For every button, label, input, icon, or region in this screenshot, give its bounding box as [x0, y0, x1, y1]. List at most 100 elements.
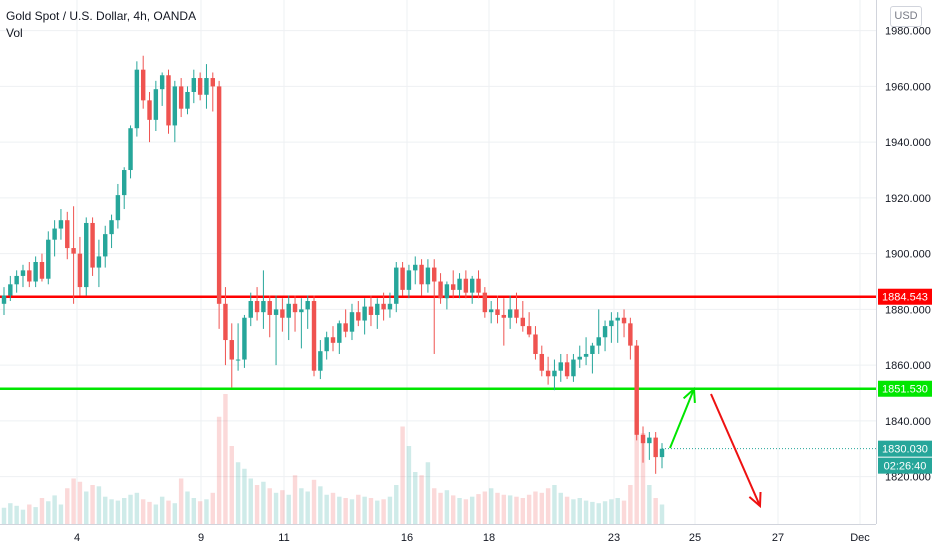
candle [482, 287, 488, 318]
candle-body [248, 301, 253, 318]
candle [121, 167, 127, 210]
volume-bar [634, 413, 639, 524]
candle-body [311, 301, 317, 371]
candle [507, 295, 513, 329]
candle [571, 353, 576, 382]
volume-bar [58, 504, 64, 524]
candle [235, 323, 241, 371]
price-axis[interactable]: 1820.000 1840.000 1860.000 1880.000 1900.000… [876, 0, 932, 550]
candle [58, 209, 64, 240]
candle [248, 292, 253, 327]
down-arrow[interactable] [710, 393, 762, 509]
candle [438, 273, 443, 304]
candle [216, 80, 222, 329]
candle-body [476, 278, 481, 293]
currency-button[interactable]: USD [890, 6, 922, 27]
volume-bar [147, 501, 152, 524]
candle-body [103, 234, 108, 257]
volume-bar [482, 491, 488, 524]
candle-body [647, 437, 652, 444]
volume-bar [501, 494, 507, 524]
volume-bar [469, 496, 475, 524]
volume-bar [204, 499, 209, 524]
volume-bar [128, 494, 133, 524]
candle [159, 72, 165, 106]
arrow-head [748, 491, 762, 509]
candle [229, 323, 234, 388]
y-tick-label: 1860.000 [885, 360, 931, 372]
volume-bar [292, 475, 298, 524]
candle [280, 298, 285, 332]
candle-body [235, 359, 241, 361]
candle-body [482, 292, 488, 313]
candle-body [216, 86, 222, 304]
candle-body [58, 220, 64, 229]
candle-body [147, 100, 152, 120]
candle-body [8, 284, 13, 296]
candle-body [286, 303, 291, 318]
arrow-head [682, 386, 696, 404]
volume-bar [659, 504, 665, 524]
volume-bar [413, 472, 418, 524]
candle [292, 295, 298, 332]
candle [356, 301, 361, 327]
volume-bar [172, 503, 178, 524]
candle [577, 345, 582, 368]
volume-bar [362, 496, 367, 524]
volume-bar [463, 499, 469, 524]
candle-body [653, 437, 658, 458]
volume-bar [488, 488, 494, 524]
candle [33, 256, 38, 288]
volume-bar [628, 485, 633, 524]
candle [254, 287, 260, 321]
candle-body [261, 301, 266, 313]
candle [242, 314, 247, 368]
candle [564, 353, 570, 380]
candle [71, 206, 76, 304]
candle-body [444, 284, 450, 299]
volume-bar [330, 492, 336, 524]
candle-body [128, 128, 133, 171]
candle [653, 432, 658, 474]
candle [128, 125, 133, 179]
candle-body [552, 370, 557, 377]
candle [14, 270, 19, 293]
volume-bar [419, 475, 424, 524]
volume-bar [248, 478, 253, 524]
volume-label[interactable]: Vol [6, 26, 23, 40]
up-arrow[interactable] [669, 386, 696, 449]
candle [343, 309, 348, 338]
candle [140, 55, 146, 109]
volume-bar [444, 490, 450, 524]
time-axis[interactable]: 4 9 11 16 18 23 25 27 Dec [0, 524, 876, 545]
candle [419, 259, 424, 296]
drawn-arrows[interactable] [669, 386, 762, 509]
volume-bar [14, 505, 19, 524]
candle-body [178, 86, 184, 109]
candle [84, 217, 89, 296]
candle [520, 301, 526, 332]
candle [103, 225, 108, 268]
level-label-bg [878, 380, 932, 397]
candle [432, 259, 437, 354]
volume-bar [311, 479, 317, 524]
candle-body [615, 317, 620, 321]
candle-body [292, 303, 298, 313]
volume-bar [590, 501, 595, 524]
volume-bar [356, 494, 361, 524]
y-tick-label: 1920.000 [885, 193, 931, 205]
volume-bar [166, 500, 171, 524]
volume-bar [235, 462, 241, 524]
candle [1, 287, 7, 315]
x-tick-label: 18 [483, 532, 495, 544]
symbol-title[interactable]: Gold Spot / U.S. Dollar, 4h, OANDA [6, 9, 197, 23]
volume-bar [159, 496, 165, 524]
candle [210, 72, 216, 112]
candle-body [463, 278, 469, 293]
x-tick-label: 4 [74, 532, 80, 544]
candle-body [425, 267, 431, 285]
horizontal-levels[interactable] [0, 295, 876, 450]
candle [96, 239, 102, 288]
